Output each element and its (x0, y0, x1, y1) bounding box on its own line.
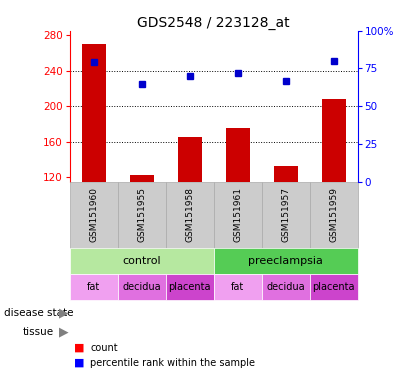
Text: GSM151960: GSM151960 (89, 187, 98, 242)
Text: disease state: disease state (4, 308, 74, 318)
Bar (166, 182, 214, 248)
Text: decidua: decidua (266, 281, 305, 291)
Bar (70, 273, 118, 300)
Bar (178, 137, 202, 182)
Bar (322, 99, 346, 182)
Text: ■: ■ (74, 343, 85, 353)
Text: preeclampsia: preeclampsia (248, 256, 323, 266)
Text: count: count (90, 343, 118, 353)
Text: control: control (122, 256, 161, 266)
Text: ▶: ▶ (59, 326, 69, 339)
Title: GDS2548 / 223128_at: GDS2548 / 223128_at (137, 16, 290, 30)
Text: ■: ■ (74, 358, 85, 368)
Bar (274, 166, 298, 182)
Bar (214, 273, 262, 300)
Bar (130, 175, 154, 182)
Bar (70, 248, 214, 273)
Bar (214, 248, 358, 273)
Text: fat: fat (87, 281, 100, 291)
Text: GSM151959: GSM151959 (329, 187, 338, 242)
Text: placenta: placenta (312, 281, 355, 291)
Text: GSM151957: GSM151957 (281, 187, 290, 242)
Text: GSM151961: GSM151961 (233, 187, 242, 242)
Bar (214, 182, 262, 248)
Text: GSM151955: GSM151955 (137, 187, 146, 242)
Text: GSM151958: GSM151958 (185, 187, 194, 242)
Bar (70, 182, 118, 248)
Bar (118, 273, 166, 300)
Bar (262, 182, 309, 248)
Bar (226, 128, 250, 182)
Bar (118, 182, 166, 248)
Bar (262, 273, 309, 300)
Text: fat: fat (231, 281, 244, 291)
Text: ▶: ▶ (59, 306, 69, 319)
Bar (309, 182, 358, 248)
Text: decidua: decidua (122, 281, 161, 291)
Text: placenta: placenta (169, 281, 211, 291)
Text: percentile rank within the sample: percentile rank within the sample (90, 358, 255, 368)
Bar (309, 273, 358, 300)
Bar (166, 273, 214, 300)
Text: tissue: tissue (23, 327, 54, 337)
Bar (82, 44, 106, 182)
